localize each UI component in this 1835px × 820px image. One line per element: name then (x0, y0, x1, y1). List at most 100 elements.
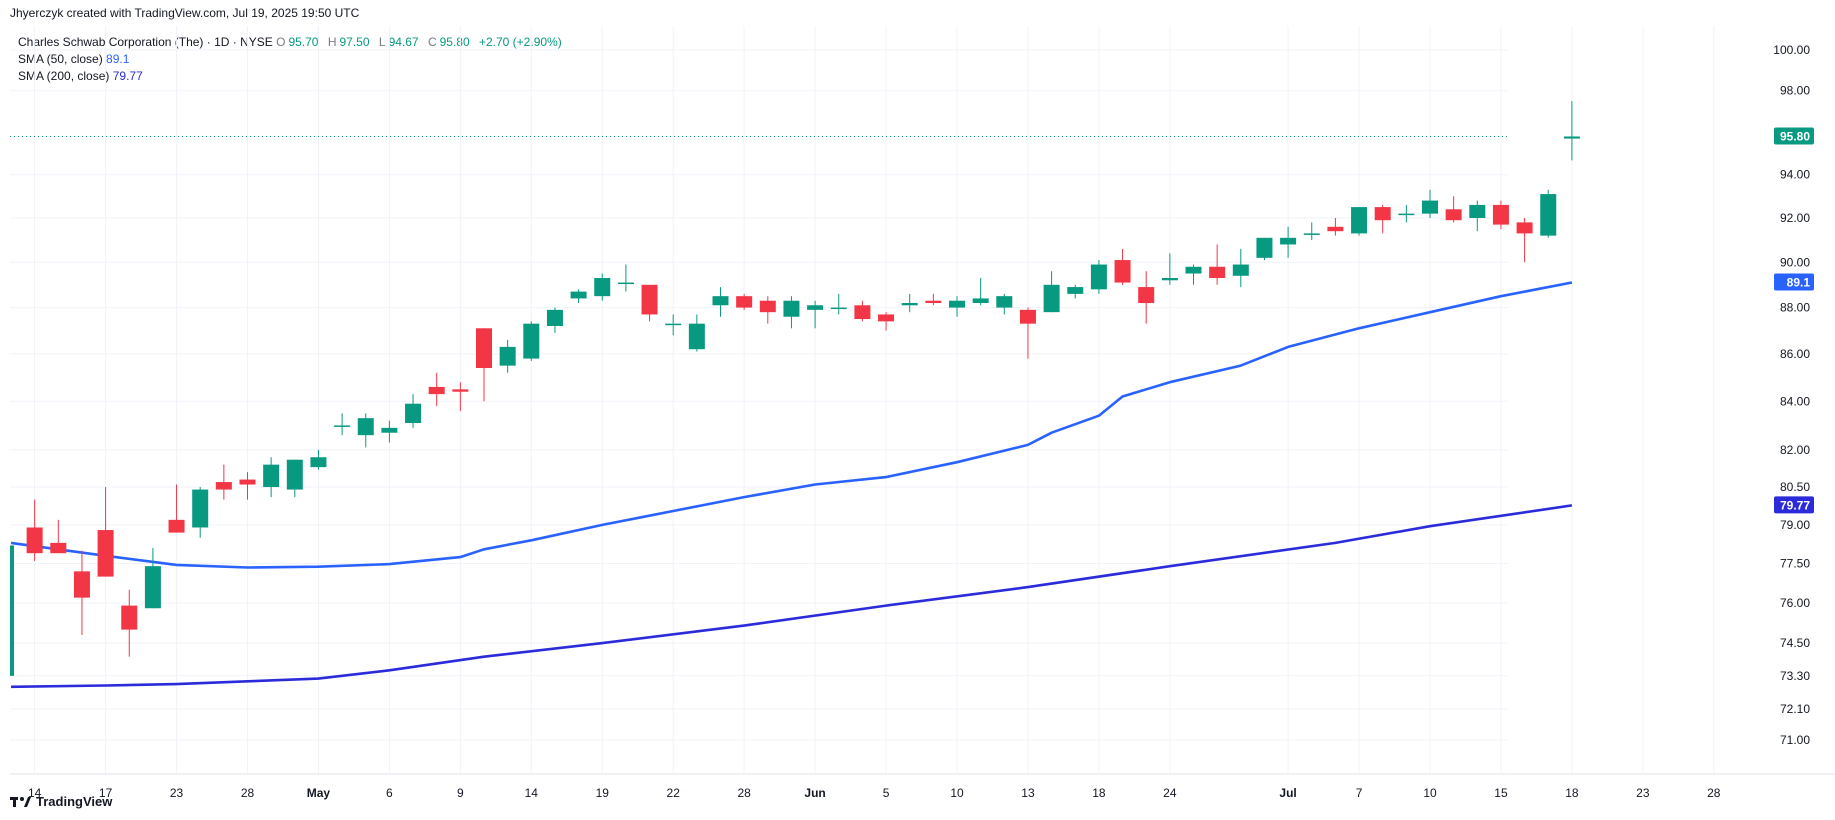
tradingview-footer[interactable]: TradingView (10, 794, 112, 809)
candle-body (1374, 207, 1391, 221)
candle (901, 293, 918, 313)
candle-body (617, 282, 634, 285)
candle (996, 293, 1013, 315)
candle-body (97, 530, 114, 577)
x-tick-label: 28 (241, 786, 255, 800)
candle (665, 314, 682, 336)
candle (1043, 271, 1060, 313)
candle-body (1232, 264, 1249, 276)
candle-body (665, 323, 682, 326)
candle (499, 339, 516, 373)
last-price-tag-bg (1774, 127, 1814, 145)
candle (144, 548, 161, 609)
candle (1422, 189, 1438, 219)
low-value: 94.67 (388, 35, 419, 49)
candle-body (452, 389, 469, 392)
candle-body (1138, 287, 1155, 304)
x-tick-label: 18 (1565, 786, 1579, 800)
candle (1209, 244, 1226, 285)
candle-body (996, 296, 1013, 308)
candle (1327, 218, 1344, 236)
sma200-line (10, 504, 1573, 689)
candle (476, 328, 492, 402)
candle (1232, 248, 1249, 288)
candle-body (168, 519, 185, 533)
open-label: O (276, 35, 286, 49)
candle-body (1090, 264, 1107, 290)
x-tick-label: 6 (386, 786, 393, 800)
candle (925, 293, 942, 306)
symbol-row[interactable]: Charles Schwab Corporation (The) · 1D · … (18, 34, 568, 51)
high-value: 97.50 (339, 35, 370, 49)
y-tick-label: 90.00 (1780, 255, 1810, 269)
candle (523, 321, 540, 361)
x-tick-label: 18 (1092, 786, 1106, 800)
y-tick-label: 74.50 (1780, 636, 1810, 650)
candle (1185, 264, 1202, 285)
candle-body (1398, 213, 1415, 216)
candle-body (1019, 309, 1036, 324)
candle-body (783, 300, 800, 317)
chart-attribution: Jhyerczyk created with TradingView.com, … (10, 6, 360, 20)
candle-body (570, 291, 587, 299)
candle (1067, 284, 1084, 299)
y-tick-label: 80.50 (1780, 480, 1810, 494)
tradingview-brand: TradingView (36, 794, 113, 809)
x-tick-label: 9 (457, 786, 464, 800)
sma50-price-tag: 89.1 (1787, 276, 1811, 290)
candle-body (1351, 207, 1368, 234)
candle-body (239, 479, 256, 485)
candle (1492, 200, 1509, 229)
candle (949, 296, 965, 317)
candle (1398, 204, 1415, 223)
candle (263, 457, 280, 498)
candle (1114, 248, 1131, 285)
sma200-value: 79.77 (112, 69, 143, 83)
candle-body (381, 427, 398, 433)
candle (617, 264, 634, 292)
candle (1374, 204, 1391, 234)
candle-body (901, 303, 918, 306)
candle (121, 589, 138, 657)
candle (1469, 200, 1486, 232)
candle-body (759, 300, 776, 313)
candle-body (878, 314, 895, 322)
candle-body (26, 527, 43, 554)
candle-body (1256, 237, 1273, 258)
candle (239, 472, 256, 500)
candle (452, 382, 469, 411)
candle (1563, 101, 1580, 161)
candle-body (972, 298, 989, 304)
x-tick-label: 28 (1707, 786, 1721, 800)
x-tick-label: 10 (950, 786, 964, 800)
sma200-legend-row[interactable]: SMA (200, close) 79.77 (18, 68, 568, 85)
last-price-tag: 95.80 (1780, 129, 1810, 143)
candle-body (1492, 204, 1509, 225)
sma50-value: 89.1 (106, 52, 130, 66)
close-label: C (427, 35, 437, 49)
sma50-legend-row[interactable]: SMA (50, close) 89.1 (18, 51, 568, 68)
candle-body (310, 457, 327, 468)
candle (1138, 271, 1155, 324)
candle-body (736, 296, 753, 308)
open-value: 95.70 (288, 35, 319, 49)
candle (1445, 196, 1462, 223)
candle-body (73, 571, 90, 598)
y-tick-label: 98.00 (1780, 84, 1810, 98)
candle-body (1469, 204, 1486, 219)
candle (1280, 226, 1297, 258)
candle (192, 487, 209, 538)
candle (972, 278, 989, 306)
candle (759, 296, 776, 324)
candle-body (854, 305, 871, 320)
candle-body (499, 346, 516, 366)
x-tick-label: 14 (525, 786, 539, 800)
x-tick-label: 19 (596, 786, 610, 800)
candle-body (121, 605, 138, 630)
candle-body (546, 309, 563, 326)
candle (594, 273, 611, 301)
close-value: 95.80 (439, 35, 470, 49)
sma200-price-tag-bg (1774, 496, 1814, 514)
candle (97, 487, 114, 577)
